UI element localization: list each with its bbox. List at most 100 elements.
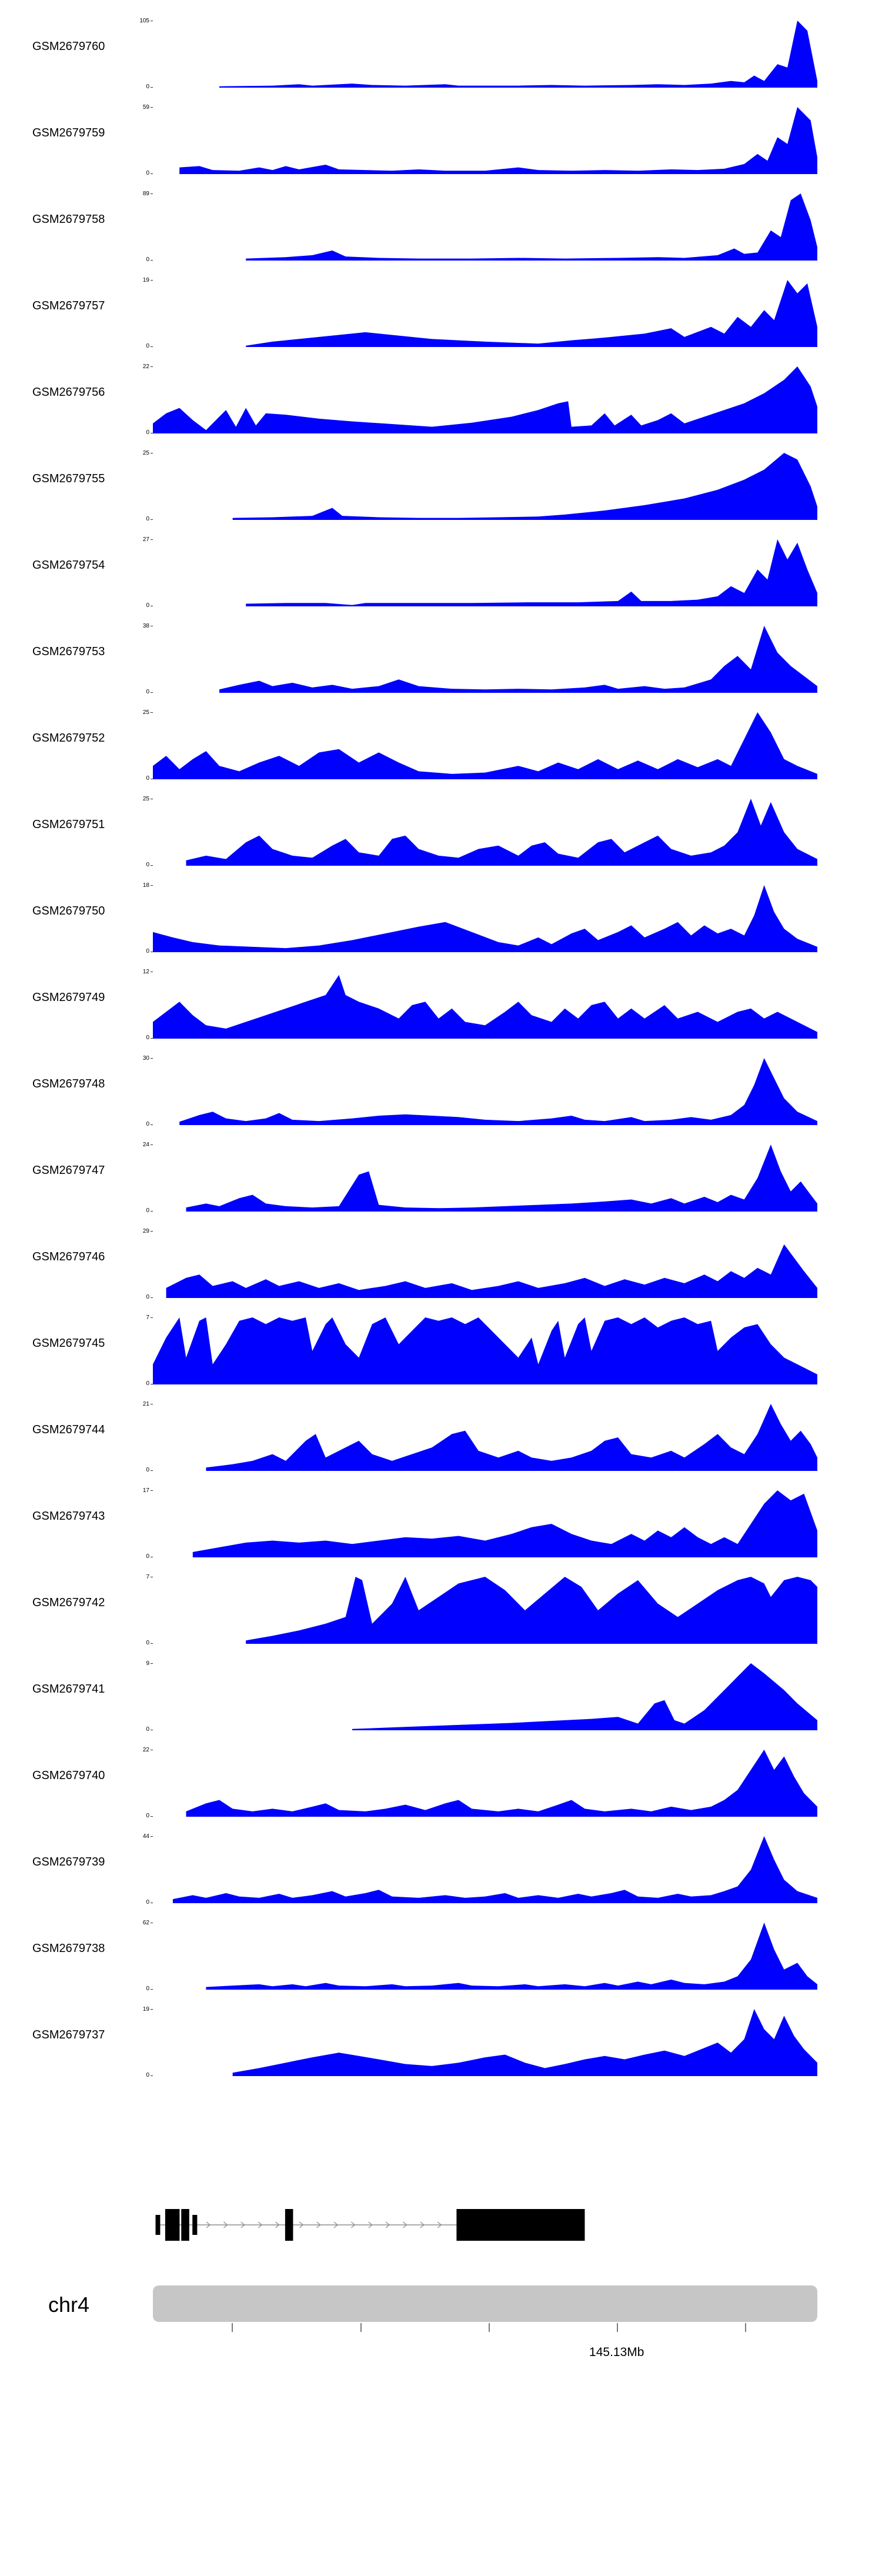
y-axis-zero-label: 0 xyxy=(146,2072,149,2078)
exon-box xyxy=(155,2215,161,2235)
coverage-plot-area: 38 0 xyxy=(143,623,817,695)
coverage-area-plot xyxy=(192,1490,817,1557)
coverage-area xyxy=(153,975,817,1039)
y-axis-zero-label: 0 xyxy=(146,1294,149,1300)
coverage-plot-area: 24 0 xyxy=(143,1142,817,1214)
track-label: GSM2679751 xyxy=(32,818,105,831)
coverage-track-row: GSM2679745 7 0 xyxy=(0,1314,882,1401)
y-axis-bottom-tick xyxy=(151,519,153,520)
y-axis-max-label: 44 xyxy=(142,1833,149,1840)
track-label: GSM2679752 xyxy=(32,732,105,745)
coverage-area-plot xyxy=(153,366,817,433)
y-axis-zero-label: 0 xyxy=(146,948,149,955)
track-label: GSM2679741 xyxy=(32,1683,105,1696)
y-axis-bottom-tick xyxy=(151,87,153,88)
strand-arrow-icon xyxy=(299,2221,304,2228)
coverage-area-plot xyxy=(186,1750,817,1817)
coverage-track-row: GSM2679755 25 0 xyxy=(0,450,882,536)
coverage-track-row: GSM2679751 25 0 xyxy=(0,796,882,882)
coverage-track-row: GSM2679759 59 0 xyxy=(0,104,882,191)
y-axis-max-label: 105 xyxy=(139,18,149,24)
coverage-plot-area: 7 0 xyxy=(146,1574,817,1646)
y-axis-top-tick xyxy=(151,1317,153,1318)
y-axis-top-tick xyxy=(151,1058,153,1059)
chromosome-name: chr4 xyxy=(48,2293,90,2317)
y-axis-max-label: 62 xyxy=(142,1920,149,1926)
strand-arrow-icon xyxy=(385,2221,390,2228)
coverage-plot-area: 29 0 xyxy=(143,1229,817,1300)
track-label: GSM2679754 xyxy=(32,559,105,572)
coverage-plot-area: 22 0 xyxy=(143,364,817,436)
track-label: GSM2679739 xyxy=(32,1856,105,1868)
y-axis-bottom-tick xyxy=(151,1038,153,1039)
coverage-area-plot xyxy=(232,453,817,520)
track-label: GSM2679750 xyxy=(32,905,105,917)
y-axis-max-label: 22 xyxy=(142,1747,149,1753)
y-axis-max-label: 17 xyxy=(142,1487,149,1494)
position-label: 145.13Mb xyxy=(589,2345,644,2359)
coverage-plot-area: 59 0 xyxy=(143,105,817,176)
y-axis-zero-label: 0 xyxy=(146,343,149,349)
y-axis-max-label: 19 xyxy=(142,2006,149,2013)
y-axis-bottom-tick xyxy=(151,1816,153,1817)
track-label: GSM2679744 xyxy=(32,1423,105,1436)
exon-box xyxy=(285,2209,293,2241)
track-label: GSM2679758 xyxy=(32,213,105,226)
coverage-area-plot xyxy=(153,975,817,1039)
ruler-tick xyxy=(488,2323,490,2332)
y-axis-top-tick xyxy=(151,280,153,281)
y-axis-top-tick xyxy=(151,1490,153,1491)
coverage-plot-area: 21 0 xyxy=(143,1402,817,1473)
track-label: GSM2679749 xyxy=(32,991,105,1004)
y-axis-max-label: 7 xyxy=(146,1574,149,1580)
strand-arrow-icon xyxy=(240,2221,245,2228)
coverage-track-row: GSM2679753 38 0 xyxy=(0,623,882,709)
y-axis-max-label: 7 xyxy=(146,1314,149,1321)
coverage-plot-area: 30 0 xyxy=(143,1056,817,1127)
coverage-area xyxy=(166,1244,817,1298)
coverage-area xyxy=(246,193,817,261)
coverage-plot-area: 7 0 xyxy=(146,1315,817,1387)
coverage-plot-area: 25 0 xyxy=(143,796,817,868)
track-label: GSM2679760 xyxy=(32,40,105,53)
y-axis-top-tick xyxy=(151,107,153,108)
coverage-plot-area: 18 0 xyxy=(143,883,817,955)
coverage-track-row: GSM2679748 30 0 xyxy=(0,1055,882,1142)
coverage-area-plot xyxy=(186,1144,817,1212)
strand-arrow-icon xyxy=(258,2221,263,2228)
coverage-area xyxy=(246,539,817,606)
coverage-track-row: GSM2679750 18 0 xyxy=(0,882,882,969)
y-axis-top-tick xyxy=(151,1663,153,1664)
coverage-area-plot xyxy=(232,2009,817,2076)
coverage-plot-area: 105 0 xyxy=(139,18,817,90)
coverage-track-row: GSM2679747 24 0 xyxy=(0,1142,882,1228)
y-axis-zero-label: 0 xyxy=(146,1207,149,1214)
chromosome-bar xyxy=(153,2285,817,2322)
coverage-track-row: GSM2679760 105 0 xyxy=(0,18,882,104)
y-axis-zero-label: 0 xyxy=(146,1380,149,1387)
strand-arrow-icon xyxy=(368,2221,373,2228)
y-axis-top-tick xyxy=(151,2009,153,2010)
y-axis-max-label: 27 xyxy=(142,536,149,543)
strand-arrow-icon xyxy=(316,2221,321,2228)
ruler-tick xyxy=(232,2323,233,2332)
coverage-area xyxy=(153,712,817,779)
y-axis-max-label: 29 xyxy=(142,1228,149,1234)
coverage-area-plot xyxy=(166,1244,817,1298)
coverage-area-plot xyxy=(219,626,817,693)
y-axis-max-label: 12 xyxy=(142,969,149,975)
y-axis-zero-label: 0 xyxy=(146,602,149,609)
strand-arrow-icon xyxy=(420,2221,425,2228)
coverage-track-row: GSM2679756 22 0 xyxy=(0,363,882,450)
coverage-area-plot xyxy=(246,193,817,261)
coverage-area-plot xyxy=(246,1577,817,1644)
coverage-area xyxy=(232,2009,817,2076)
track-label: GSM2679742 xyxy=(32,1596,105,1609)
y-axis-bottom-tick xyxy=(151,1470,153,1471)
coverage-track-row: GSM2679740 22 0 xyxy=(0,1747,882,1833)
coverage-track-row: GSM2679743 17 0 xyxy=(0,1487,882,1574)
strand-arrow-icon xyxy=(333,2221,339,2228)
y-axis-bottom-tick xyxy=(151,260,153,261)
coverage-track-row: GSM2679758 89 0 xyxy=(0,191,882,277)
